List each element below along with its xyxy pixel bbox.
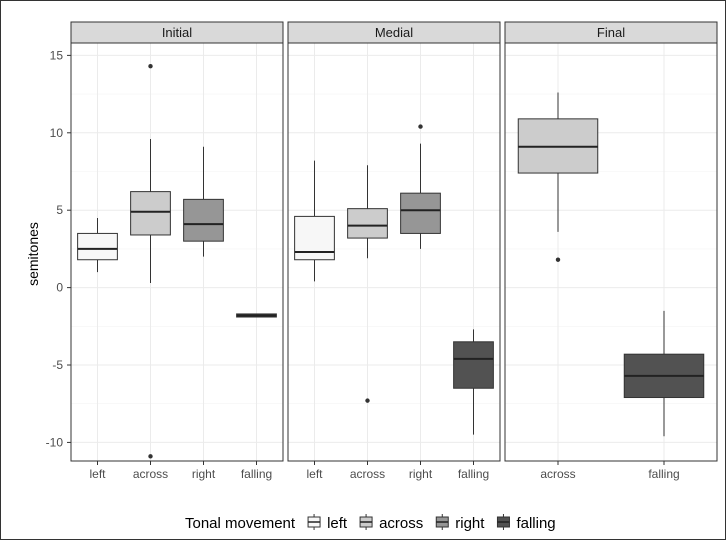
y-tick-label: 10 xyxy=(50,126,64,140)
x-tick-label: right xyxy=(192,467,216,481)
y-tick-label: -10 xyxy=(46,435,64,449)
box-iqr xyxy=(453,341,494,389)
panel-initial: Initial xyxy=(70,21,284,462)
legend-item-falling: falling xyxy=(496,514,556,532)
box-across xyxy=(130,64,171,459)
box-iqr xyxy=(183,198,224,242)
legend-item-across: across xyxy=(359,514,423,532)
x-tick-label: falling xyxy=(648,467,679,481)
panel-border xyxy=(504,42,718,462)
outlier-point xyxy=(365,398,370,403)
y-tick-label: 5 xyxy=(56,203,63,217)
legend-title: Tonal movement xyxy=(185,515,296,532)
box-right xyxy=(400,124,441,249)
legend-label: left xyxy=(327,515,348,532)
x-tick-label: across xyxy=(350,467,385,481)
y-tick-label: 15 xyxy=(50,48,64,62)
panel-border xyxy=(287,42,501,462)
legend-item-right: right xyxy=(435,514,485,532)
box-iqr xyxy=(130,191,171,236)
legend: Tonal movement left across right falling xyxy=(185,514,556,532)
x-tick-label: across xyxy=(540,467,575,481)
x-tick-label: left xyxy=(89,467,106,481)
x-tick-label: across xyxy=(133,467,168,481)
panel-border xyxy=(70,42,284,462)
box-iqr xyxy=(347,208,388,239)
y-tick-label: -5 xyxy=(52,358,63,372)
panel-background xyxy=(505,43,717,461)
x-tick-label: left xyxy=(306,467,323,481)
legend-item-left: left xyxy=(307,514,348,532)
box-left xyxy=(294,160,335,282)
box-falling xyxy=(623,310,705,437)
box-left xyxy=(77,217,118,273)
outlier-point xyxy=(418,124,423,129)
x-tick-label: right xyxy=(409,467,433,481)
outlier-point xyxy=(555,257,561,262)
legend-label: across xyxy=(379,515,423,532)
facet-title: Medial xyxy=(375,25,413,40)
box-falling xyxy=(453,329,494,435)
legend-label: right xyxy=(455,515,485,532)
x-tick-label: falling xyxy=(241,467,272,481)
box-across xyxy=(517,92,599,262)
box-falling xyxy=(236,313,277,318)
outlier-point xyxy=(148,454,153,459)
panel-medial: Medial xyxy=(287,21,501,462)
outlier-point xyxy=(148,64,153,69)
box-iqr xyxy=(77,232,118,261)
box-iqr xyxy=(400,192,441,234)
y-axis-title: semitones xyxy=(25,222,41,286)
x-tick-label: falling xyxy=(458,467,489,481)
legend-label: falling xyxy=(516,515,555,532)
panel-final: Final xyxy=(504,21,718,462)
facet-title: Final xyxy=(597,25,625,40)
box-iqr xyxy=(294,215,335,261)
box-right xyxy=(183,146,224,257)
y-tick-label: 0 xyxy=(56,281,63,295)
box-across xyxy=(347,165,388,403)
facet-title: Initial xyxy=(162,25,192,40)
